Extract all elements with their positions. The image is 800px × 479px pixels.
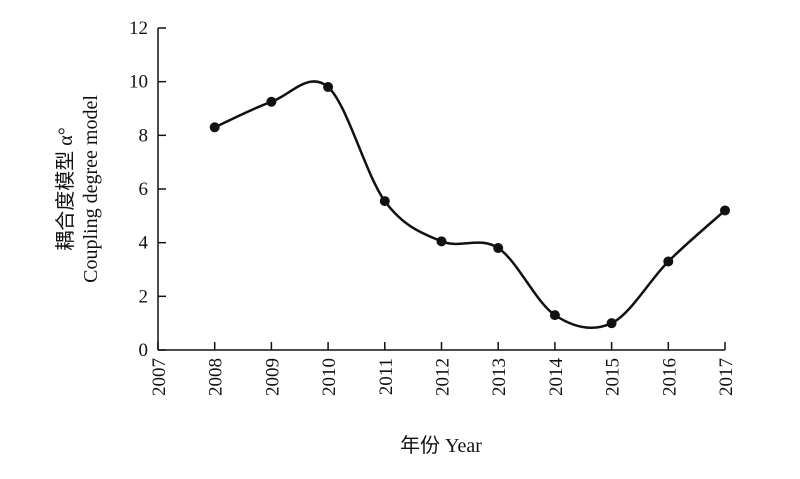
data-point bbox=[606, 318, 617, 329]
x-tick-label: 2017 bbox=[716, 358, 737, 396]
y-tick-label: 12 bbox=[129, 18, 148, 39]
y-axis-title: 耦合度模型 α° Coupling degree model bbox=[54, 95, 102, 283]
data-points bbox=[209, 82, 730, 329]
y-tick-label: 8 bbox=[139, 125, 149, 146]
data-point bbox=[266, 96, 277, 107]
x-tick-label: 2015 bbox=[603, 358, 624, 396]
y-axis-title-line1: 耦合度模型 α° bbox=[54, 127, 77, 250]
y-ticks: 0 2 4 6 8 10 12 bbox=[129, 18, 166, 361]
data-point bbox=[436, 236, 447, 247]
y-tick-label: 0 bbox=[139, 340, 149, 361]
data-point bbox=[663, 256, 674, 267]
x-tick-label: 2009 bbox=[262, 358, 283, 396]
x-tick-label: 2007 bbox=[149, 358, 170, 396]
y-tick-label: 2 bbox=[139, 286, 149, 307]
y-tick-label: 6 bbox=[139, 179, 149, 200]
x-tick-label: 2011 bbox=[376, 358, 397, 395]
x-tick-label: 2014 bbox=[546, 358, 567, 397]
x-tick-label: 2010 bbox=[319, 358, 340, 396]
x-tick-label: 2012 bbox=[433, 358, 454, 396]
series-line bbox=[214, 80, 726, 330]
data-point bbox=[720, 205, 730, 216]
x-axis-title: 年份 Year bbox=[400, 434, 482, 457]
x-tick-label: 2008 bbox=[206, 358, 227, 396]
y-axis-title-line2: Coupling degree model bbox=[80, 95, 102, 283]
x-tick-label: 2016 bbox=[659, 358, 680, 396]
data-point bbox=[209, 122, 220, 133]
data-point bbox=[323, 82, 334, 93]
data-point bbox=[493, 243, 504, 254]
data-point bbox=[549, 310, 560, 321]
y-tick-label: 10 bbox=[129, 72, 148, 93]
x-tick-label: 2013 bbox=[489, 358, 510, 396]
y-tick-label: 4 bbox=[139, 233, 149, 254]
data-point bbox=[379, 196, 390, 207]
x-ticks: 2007 2008 2009 2010 2011 2012 2013 2014 2015 2016… bbox=[149, 342, 737, 396]
